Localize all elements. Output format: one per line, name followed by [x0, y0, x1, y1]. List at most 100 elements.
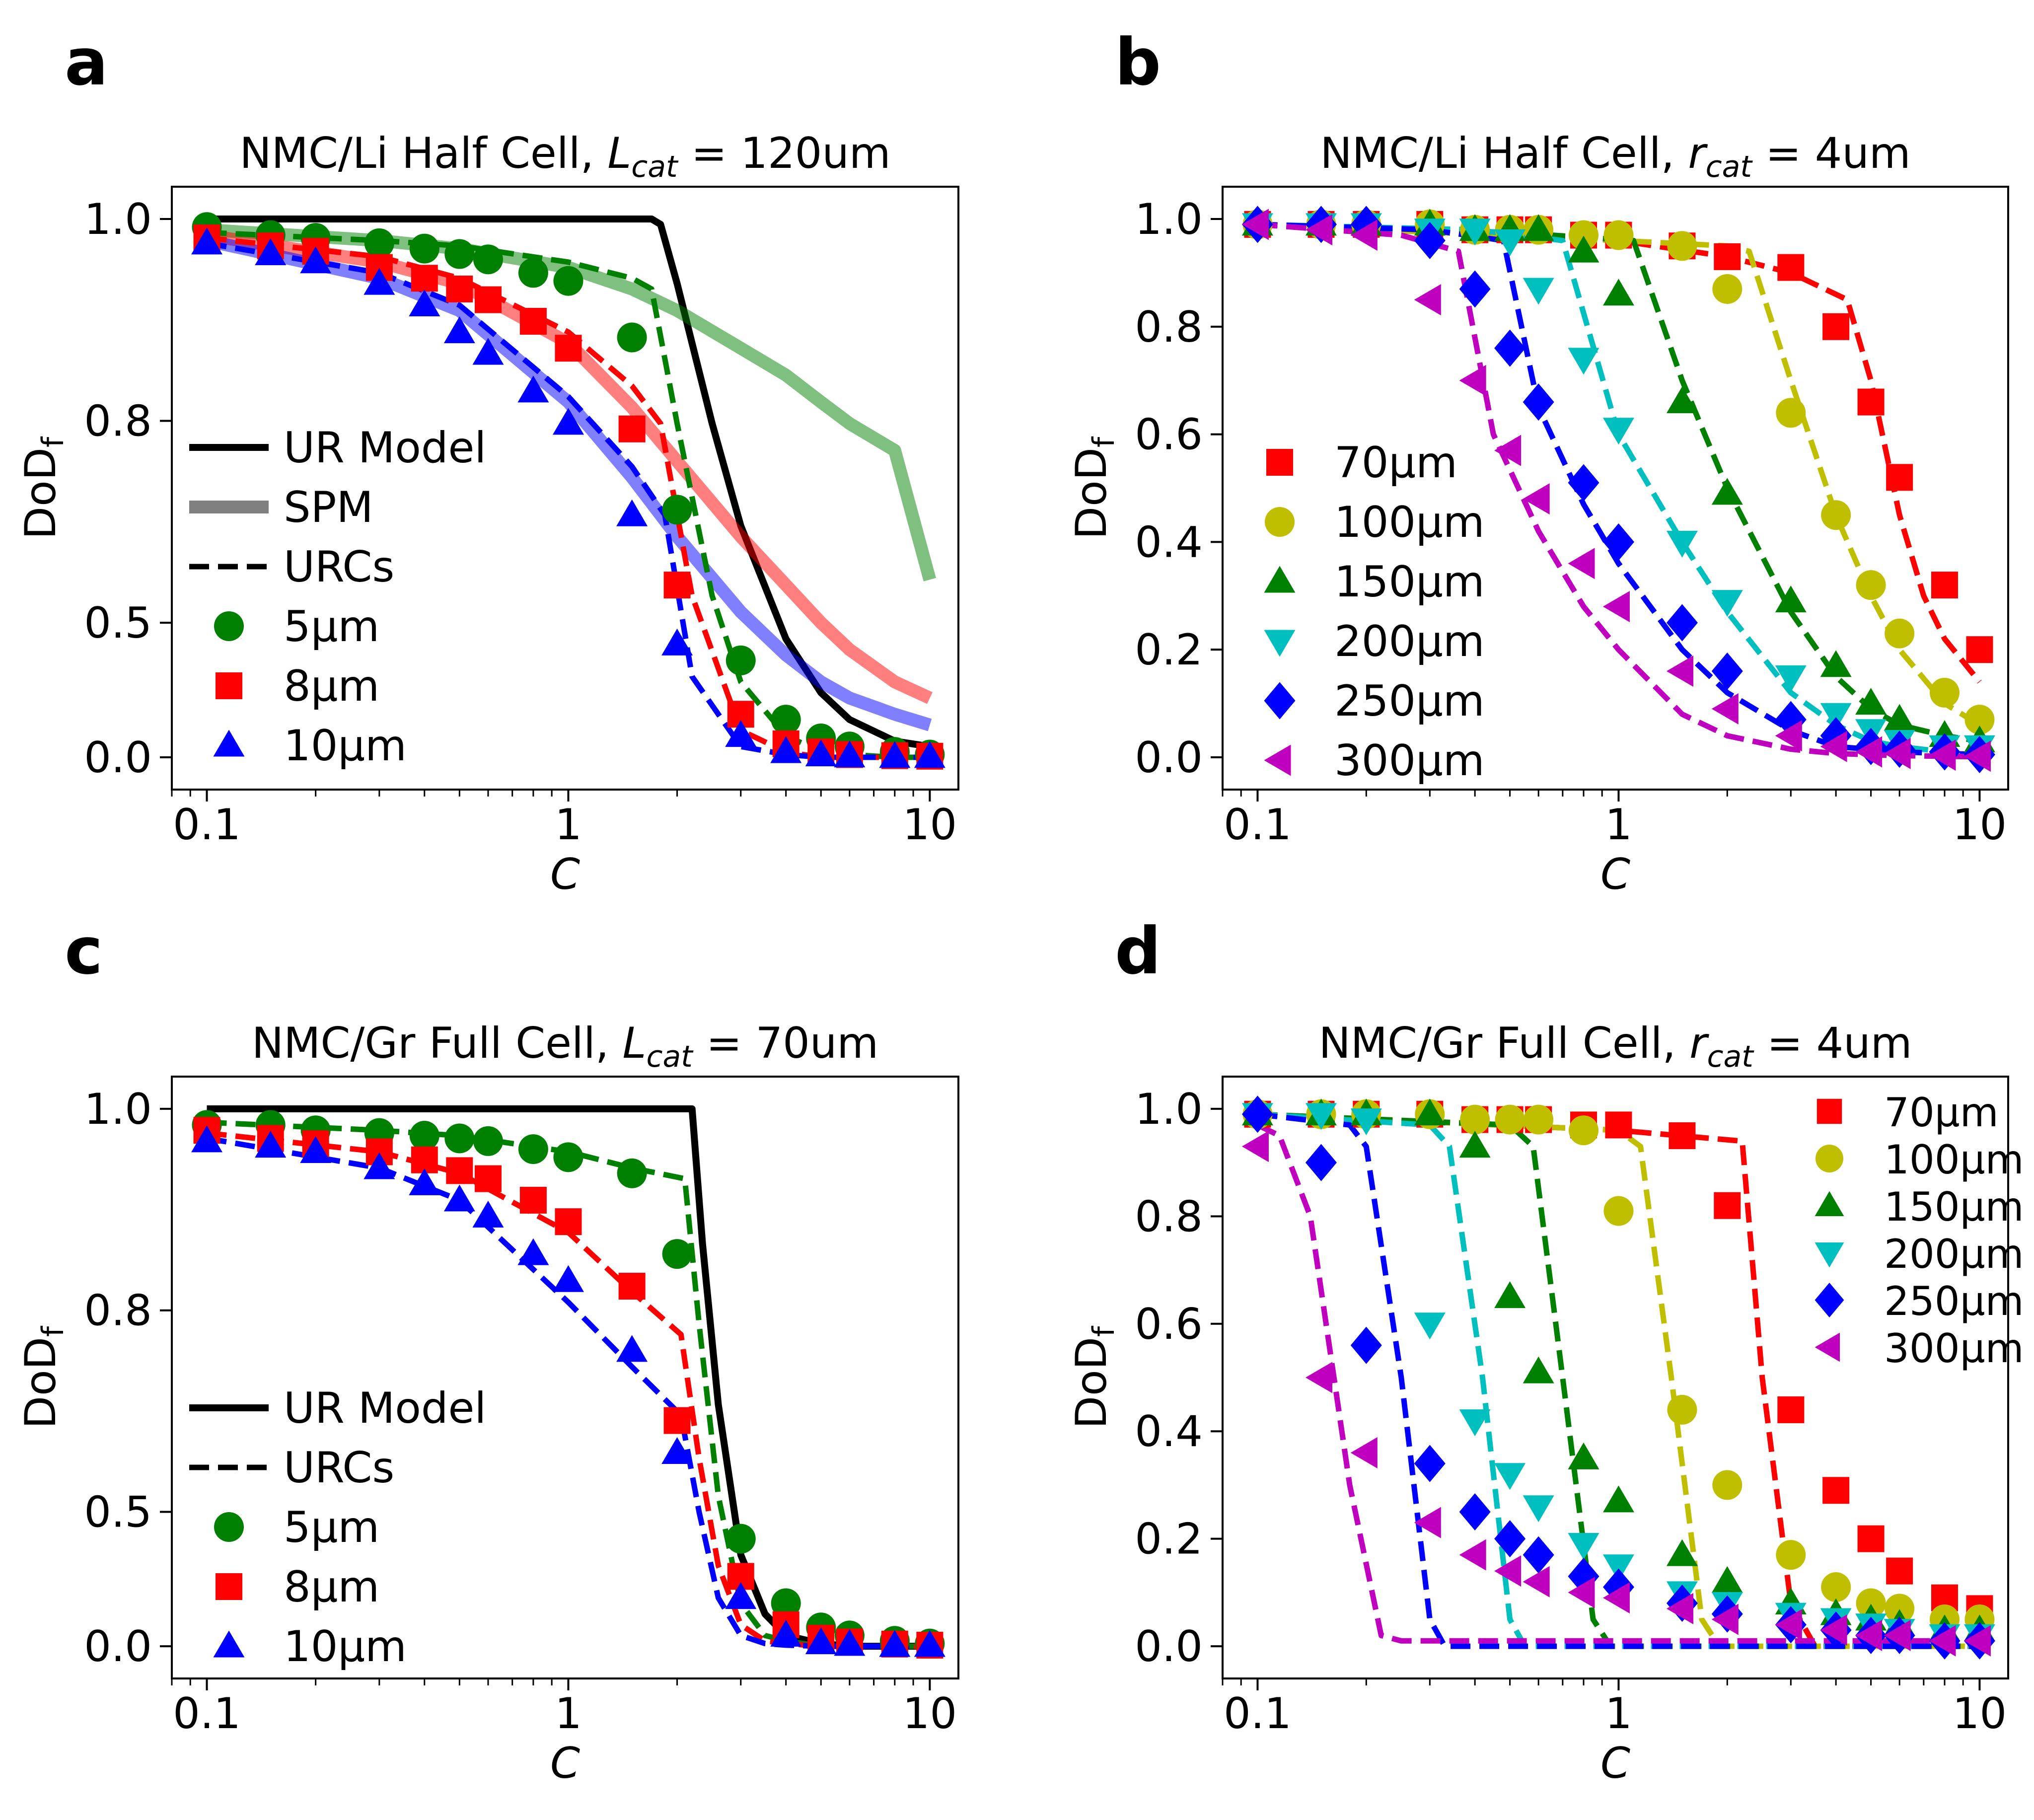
marker-300m-0 [1241, 209, 1269, 240]
marker-100m-16 [1964, 705, 1995, 735]
marker-5m-5 [444, 239, 475, 269]
y-tick-label: 0.4 [1135, 517, 1203, 567]
marker-10m-12 [770, 1619, 802, 1647]
marker-150m-3 [1414, 1098, 1446, 1126]
marker-70m-11 [1777, 1396, 1805, 1423]
legend-marker [213, 1630, 245, 1658]
legend-label: UR Model [284, 423, 486, 473]
panel-label: b [1115, 24, 1161, 100]
legend-marker [1264, 566, 1296, 593]
panel-label: d [1115, 913, 1161, 989]
marker-150m-11 [1775, 585, 1807, 613]
marker-100m-12 [1821, 1572, 1851, 1602]
marker-10m-9 [616, 1335, 648, 1362]
marker-200m-1 [1305, 1103, 1337, 1130]
marker-300m-4 [1459, 1539, 1486, 1571]
y-axis-label: DoDf [16, 436, 71, 539]
marker-70m-14 [1886, 464, 1913, 491]
legend-label: 200µm [1884, 1231, 2024, 1277]
legend-label: 150µm [1334, 557, 1485, 607]
marker-10m-2 [300, 246, 332, 274]
marker-8m-10 [663, 572, 691, 599]
legend-label: 5µm [284, 1503, 379, 1552]
marker-5m-5 [444, 1123, 475, 1154]
marker-10m-0 [191, 1125, 223, 1153]
y-tick-label: 0.6 [1135, 1300, 1203, 1349]
marker-10m-10 [661, 1437, 693, 1464]
x-axis-label: C [550, 1739, 580, 1788]
marker-300m-0 [1241, 1131, 1269, 1163]
y-tick-label: 0.8 [1135, 302, 1203, 352]
legend-label: 8µm [284, 661, 379, 711]
marker-300m-5 [1494, 1555, 1522, 1587]
y-axis-label: DoDf [1067, 1325, 1121, 1429]
marker-10m-1 [255, 238, 287, 265]
marker-10m-5 [443, 316, 475, 344]
y-tick-label: 0.0 [1135, 733, 1203, 783]
marker-10m-11 [725, 720, 757, 747]
y-axis: 0.0 0.2 0.4 0.6 0.8 1.0 DoDf [1067, 1085, 1223, 1672]
marker-100m-11 [1776, 1540, 1806, 1570]
marker-8m-5 [446, 1157, 473, 1184]
marker-70m-12 [1822, 313, 1850, 340]
x-tick-label: 0.1 [1224, 800, 1292, 850]
marker-300m-1 [1305, 1362, 1332, 1393]
legend-marker [1264, 682, 1296, 720]
marker-10m-8 [552, 408, 584, 435]
marker-100m-6 [1524, 1104, 1554, 1135]
marker-300m-14 [1884, 737, 1911, 769]
marker-70m-13 [1857, 1525, 1885, 1552]
marker-250m-2 [1350, 1326, 1382, 1364]
marker-300m-16 [1963, 1625, 1991, 1657]
legend-label: 10µm [284, 721, 407, 771]
legend-label: URCs [284, 1443, 394, 1493]
legend-label: 200µm [1334, 617, 1485, 666]
marker-250m-6 [1523, 383, 1554, 421]
marker-250m-8 [1602, 523, 1634, 561]
x-tick-label: 1 [555, 800, 582, 850]
marker-10m-10 [661, 628, 693, 655]
marker-300m-9 [1666, 655, 1693, 687]
marker-70m-13 [1857, 388, 1885, 416]
y-axis: 0.0 0.2 0.4 0.6 0.8 1.0 DoDf [1067, 195, 1223, 783]
marker-8m-7 [519, 1186, 547, 1214]
marker-250m-10 [1711, 653, 1743, 690]
marker-10m-6 [472, 1200, 504, 1228]
marker-300m-15 [1929, 739, 1956, 771]
marker-10m-0 [191, 227, 223, 255]
marker-5m-4 [409, 233, 439, 264]
marker-70m-8 [1605, 1111, 1632, 1139]
y-tick-label: 0.6 [1135, 410, 1203, 460]
y-axis: 0.0 0.5 0.8 1.0 DoDf [16, 195, 172, 783]
marker-5m-6 [473, 1126, 503, 1156]
chart-title: NMC/Gr Full Cell, Lcat = 70um [252, 1019, 878, 1074]
marker-250m-9 [1666, 604, 1698, 642]
marker-100m-7 [1568, 1115, 1598, 1146]
marker-150m-4 [1459, 1131, 1491, 1158]
legend-marker [1815, 1191, 1844, 1216]
marker-150m-7 [1568, 1442, 1599, 1469]
marker-200m-4 [1459, 1409, 1491, 1437]
x-tick-label: 10 [1953, 1689, 2007, 1739]
legend-label: 250µm [1884, 1278, 2024, 1324]
axes-frame [171, 186, 959, 791]
legend-marker [1816, 1098, 1842, 1124]
line-spm-10-m [205, 234, 932, 731]
marker-5m-7 [518, 1134, 548, 1165]
marker-250m-0 [1241, 1095, 1273, 1133]
legend: UR Model URCs 5µm 8µm 10µm [189, 1383, 486, 1672]
marker-100m-9 [1667, 1394, 1697, 1425]
marker-100m-14 [1885, 618, 1915, 649]
marker-300m-11 [1775, 1609, 1802, 1641]
marker-5m-9 [617, 1158, 647, 1188]
marker-10m-3 [363, 268, 395, 295]
marker-10m-14 [834, 1629, 866, 1656]
marker-300m-3 [1414, 1507, 1441, 1538]
marker-150m-6 [1523, 1356, 1554, 1383]
axes-frame [171, 1076, 959, 1679]
marker-70m-11 [1777, 254, 1805, 281]
marker-10m-7 [517, 1238, 549, 1265]
